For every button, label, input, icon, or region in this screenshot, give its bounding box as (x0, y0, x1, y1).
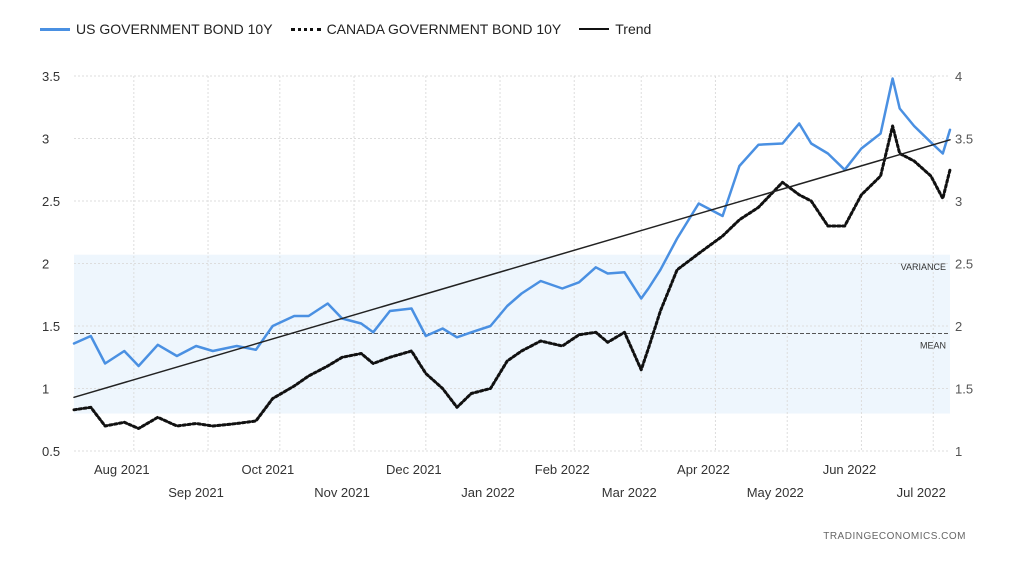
y-left-tick-label: 1 (42, 382, 49, 397)
y-right-tick-label: 2 (955, 319, 962, 334)
y-right-tick-label: 4 (955, 69, 962, 84)
x-tick-label: Apr 2022 (677, 462, 730, 477)
x-tick-label: Jan 2022 (461, 485, 515, 500)
y-right-tick-label: 3 (955, 194, 962, 209)
variance-band (74, 254, 950, 414)
y-right-tick-label: 2.5 (955, 257, 973, 272)
x-tick-label: May 2022 (747, 485, 804, 500)
x-tick-label: Mar 2022 (602, 485, 657, 500)
watermark: TRADINGECONOMICS.COM (823, 531, 966, 542)
y-left-tick-label: 2 (42, 257, 49, 272)
legend-label-trend: Trend (615, 21, 652, 37)
y-left-tick-label: 1.5 (42, 319, 60, 334)
legend-label-canada: CANADA GOVERNMENT BOND 10Y (326, 21, 562, 37)
us-bond-line (72, 77, 952, 368)
variance-label: VARIANCE (901, 262, 946, 272)
x-tick-label: Sep 2021 (168, 485, 224, 500)
x-tick-label: Oct 2021 (241, 462, 294, 477)
legend-item-us[interactable]: US GOVERNMENT BOND 10Y (40, 21, 273, 37)
y-left-tick-label: 2.5 (42, 194, 60, 209)
legend-swatch-trend (579, 28, 610, 30)
legend-item-trend[interactable]: Trend (579, 21, 651, 37)
mean-label: MEAN (920, 341, 946, 351)
y-left-tick-label: 0.5 (42, 444, 60, 459)
legend-swatch-us (40, 27, 70, 31)
y-right-tick-label: 1 (955, 444, 962, 459)
y-left-tick-label: 3 (42, 132, 49, 147)
legend-swatch-canada (290, 27, 321, 31)
legend-label-us: US GOVERNMENT BOND 10Y (76, 21, 273, 37)
x-tick-label: Jul 2022 (897, 485, 946, 500)
x-tick-label: Jun 2022 (823, 462, 877, 477)
chart-legend: US GOVERNMENT BOND 10Y CANADA GOVERNMENT… (40, 21, 669, 37)
x-tick-label: Nov 2021 (314, 485, 370, 500)
canada-bond-line (72, 124, 952, 430)
x-tick-label: Dec 2021 (386, 462, 442, 477)
x-tick-label: Aug 2021 (94, 462, 150, 477)
legend-item-canada[interactable]: CANADA GOVERNMENT BOND 10Y (290, 21, 562, 37)
y-right-tick-label: 1.5 (955, 382, 973, 397)
y-right-tick-label: 3.5 (955, 132, 973, 147)
y-left-tick-label: 3.5 (42, 69, 60, 84)
x-tick-label: Feb 2022 (535, 462, 590, 477)
trend-line (73, 139, 951, 399)
